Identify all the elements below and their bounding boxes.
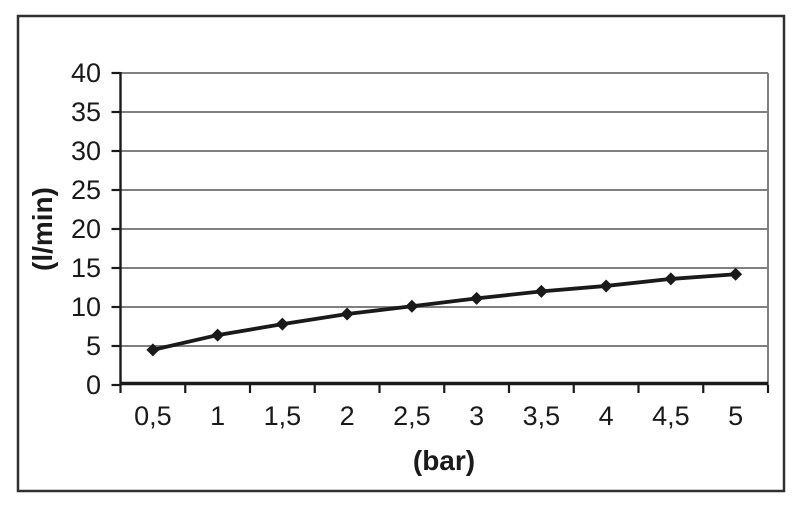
y-tick-label: 35	[71, 97, 101, 127]
x-tick-label: 3	[469, 401, 484, 431]
x-tick-label: 4,5	[652, 401, 690, 431]
x-axis-title: (bar)	[413, 445, 475, 476]
x-tick-label: 5	[728, 401, 743, 431]
y-tick-label: 20	[71, 214, 101, 244]
y-tick-label: 30	[71, 136, 101, 166]
x-tick-label: 2,5	[393, 401, 431, 431]
y-tick-label: 0	[86, 370, 101, 400]
y-tick-label: 40	[71, 58, 101, 88]
y-tick-label: 15	[71, 253, 101, 283]
x-tick-label: 3,5	[523, 401, 561, 431]
data-point-marker	[729, 267, 743, 281]
data-point-marker	[211, 328, 225, 342]
data-point-marker	[275, 317, 289, 331]
x-tick-label: 4	[599, 401, 614, 431]
x-tick-label: 1,5	[264, 401, 302, 431]
x-tick-label: 2	[340, 401, 355, 431]
data-point-marker	[470, 291, 484, 305]
data-point-marker	[599, 279, 613, 293]
y-tick-label: 25	[71, 175, 101, 205]
data-point-marker	[534, 284, 548, 298]
x-tick-label: 0,5	[134, 401, 172, 431]
y-axis-title: (l/min)	[27, 187, 58, 271]
data-point-marker	[146, 343, 160, 357]
data-point-marker	[405, 299, 419, 313]
y-tick-label: 10	[71, 292, 101, 322]
data-point-marker	[340, 307, 354, 321]
y-tick-label: 5	[86, 331, 101, 361]
plot-area: 0 5 10 15 20 25 30 35 40 0,5 1 1,5 2 2,5 3 3,5 4 4,5 5	[71, 58, 770, 431]
data-point-marker	[664, 272, 678, 286]
x-tick-label: 1	[210, 401, 225, 431]
outer-frame	[16, 14, 786, 493]
series-line	[150, 272, 738, 352]
